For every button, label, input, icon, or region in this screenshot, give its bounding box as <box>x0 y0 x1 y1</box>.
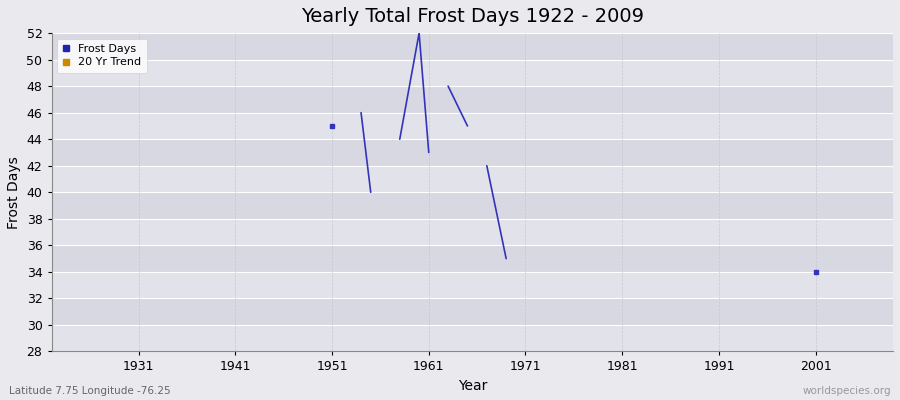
Bar <box>51 245 893 272</box>
Bar <box>51 219 893 245</box>
Title: Yearly Total Frost Days 1922 - 2009: Yearly Total Frost Days 1922 - 2009 <box>301 7 644 26</box>
Bar <box>51 113 893 139</box>
Bar <box>51 139 893 166</box>
Bar <box>51 86 893 113</box>
Bar <box>51 325 893 352</box>
Legend: Frost Days, 20 Yr Trend: Frost Days, 20 Yr Trend <box>57 39 147 73</box>
Bar <box>51 272 893 298</box>
Bar <box>51 60 893 86</box>
Y-axis label: Frost Days: Frost Days <box>7 156 21 229</box>
Text: worldspecies.org: worldspecies.org <box>803 386 891 396</box>
Bar <box>51 192 893 219</box>
X-axis label: Year: Year <box>457 379 487 393</box>
Bar <box>51 33 893 60</box>
Bar <box>51 298 893 325</box>
Bar <box>51 166 893 192</box>
Text: Latitude 7.75 Longitude -76.25: Latitude 7.75 Longitude -76.25 <box>9 386 171 396</box>
